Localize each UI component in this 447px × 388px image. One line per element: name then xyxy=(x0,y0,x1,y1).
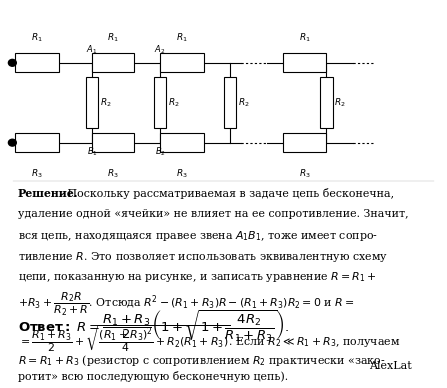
Bar xyxy=(160,133,204,152)
Text: $A_2$: $A_2$ xyxy=(154,44,166,56)
Text: $B_1$: $B_1$ xyxy=(87,146,97,158)
Bar xyxy=(160,53,204,72)
Bar xyxy=(283,53,326,72)
Text: тивление $R$. Это позволяет использовать эквивалентную схему: тивление $R$. Это позволяет использовать… xyxy=(17,250,388,264)
Bar xyxy=(15,53,59,72)
Text: $R=R_1+R_3$ (резистор с сопротивлением $R_2$ практически «зако-: $R=R_1+R_3$ (резистор с сопротивлением $… xyxy=(17,353,385,367)
Bar xyxy=(15,133,59,152)
Text: AlexLat: AlexLat xyxy=(369,361,412,371)
Bar xyxy=(320,77,333,128)
Circle shape xyxy=(8,59,16,66)
Text: $R_2$: $R_2$ xyxy=(238,97,249,109)
Bar xyxy=(154,77,166,128)
Circle shape xyxy=(8,139,16,146)
Text: $R_2$: $R_2$ xyxy=(334,97,346,109)
Text: $R_3$: $R_3$ xyxy=(176,167,188,180)
Text: $R_1$: $R_1$ xyxy=(31,31,43,44)
Text: $A_1$: $A_1$ xyxy=(86,44,98,56)
Text: Решение.: Решение. xyxy=(17,188,78,199)
Text: ротит» всю последующую бесконечную цепь).: ротит» всю последующую бесконечную цепь)… xyxy=(17,371,288,382)
Text: $+ R_3 + \dfrac{R_2 R}{R_2 + R}$. Отсюда $R^2-(R_1+R_3)R-(R_1+R_3)R_2=0$ и $R=$: $+ R_3 + \dfrac{R_2 R}{R_2 + R}$. Отсюда… xyxy=(17,291,354,318)
Text: $\mathbf{Ответ:}\ R = \dfrac{R_1+R_3}{2}\left(1+\sqrt{1+\dfrac{4R_2}{R_1+R_3}}\r: $\mathbf{Ответ:}\ R = \dfrac{R_1+R_3}{2}… xyxy=(17,309,289,344)
Bar xyxy=(92,53,134,72)
Text: $R_2$: $R_2$ xyxy=(168,97,180,109)
Text: $B_2$: $B_2$ xyxy=(155,146,165,158)
Text: $R_1$: $R_1$ xyxy=(299,31,310,44)
Text: $R_1$: $R_1$ xyxy=(176,31,188,44)
Text: $R_3$: $R_3$ xyxy=(107,167,118,180)
Text: вся цепь, находящаяся правее звена $A_1B_1$, тоже имеет сопро-: вся цепь, находящаяся правее звена $A_1B… xyxy=(17,229,378,243)
Bar xyxy=(224,77,236,128)
Text: $R_2$: $R_2$ xyxy=(100,97,112,109)
Bar xyxy=(92,133,134,152)
Text: $R_3$: $R_3$ xyxy=(299,167,310,180)
Text: удаление одной «ячейки» не влияет на ее сопротивление. Значит,: удаление одной «ячейки» не влияет на ее … xyxy=(17,209,408,219)
Bar xyxy=(283,133,326,152)
Bar xyxy=(86,77,98,128)
Text: $=\dfrac{R_1+R_3}{2}+\sqrt{\dfrac{(R_1+R_3)^2}{4}+R_2(R_1+R_3)}$. Если $R_2\ll R: $=\dfrac{R_1+R_3}{2}+\sqrt{\dfrac{(R_1+R… xyxy=(17,324,400,355)
Text: цепи, показанную на рисунке, и записать уравнение $R = R_1+$: цепи, показанную на рисунке, и записать … xyxy=(17,270,376,284)
Text: $R_3$: $R_3$ xyxy=(31,167,43,180)
Text: Поскольку рассматриваемая в задаче цепь бесконечна,: Поскольку рассматриваемая в задаче цепь … xyxy=(63,188,394,199)
Text: $R_1$: $R_1$ xyxy=(107,31,118,44)
